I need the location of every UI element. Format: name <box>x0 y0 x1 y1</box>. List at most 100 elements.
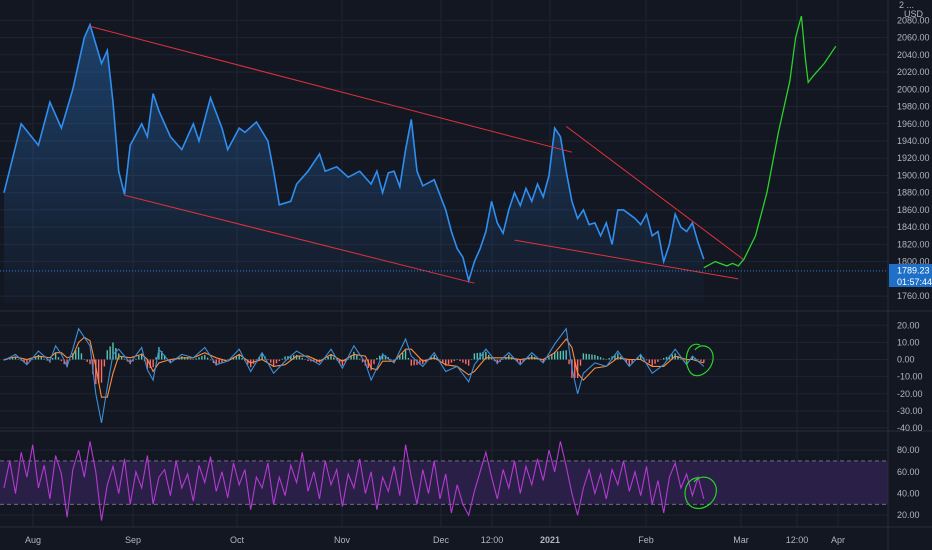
trendlines[interactable] <box>89 25 745 284</box>
histogram-bar <box>333 357 335 360</box>
trendline[interactable] <box>514 239 739 280</box>
histogram-bar <box>476 352 478 360</box>
histogram-bar <box>456 359 458 361</box>
histogram-bar <box>347 358 349 360</box>
rsi-line <box>3 441 705 521</box>
histogram-bar <box>31 359 34 361</box>
histogram-bar <box>43 358 45 360</box>
histogram-bar <box>640 354 642 360</box>
histogram-bar <box>138 356 140 360</box>
histogram-bar <box>381 353 384 360</box>
last-price-tag-box <box>889 264 932 276</box>
histogram-bar <box>516 359 519 362</box>
histogram-bar <box>367 359 369 368</box>
histogram-bar <box>261 353 263 360</box>
rsi-tick-label: 80.00 <box>897 445 920 455</box>
histogram-bar <box>459 359 461 362</box>
histogram-bar <box>599 357 602 360</box>
histogram-bar <box>703 359 705 363</box>
rsi-annotation-circle[interactable] <box>684 476 717 509</box>
last-price-tag-text: 1789.23 <box>897 266 930 276</box>
histogram-bar <box>89 359 91 365</box>
time-axis-labels: Aug Sep Oct Nov Dec 12:00 2021 Feb Mar 12:00 Apr <box>25 535 845 545</box>
histogram-bar <box>482 352 484 360</box>
histogram-bar <box>77 347 80 360</box>
time-tick-label: Sep <box>125 535 141 545</box>
histogram-bar <box>445 359 447 366</box>
histogram-bar <box>597 356 599 360</box>
histogram-bar <box>648 359 651 363</box>
histogram-bar <box>152 359 154 368</box>
histogram-bar <box>617 353 619 360</box>
histogram-bar <box>508 354 510 360</box>
rsi-tick-label: 20.00 <box>897 510 920 520</box>
histogram-bar <box>132 359 134 362</box>
histogram-bar <box>295 354 298 360</box>
histogram-bar <box>163 354 166 360</box>
histogram-bar <box>473 353 476 360</box>
trendline[interactable] <box>565 125 745 261</box>
histogram-bar <box>614 354 616 360</box>
histogram-bar <box>353 351 355 360</box>
histogram-bar <box>304 359 306 361</box>
price-pane[interactable] <box>0 15 888 303</box>
histogram-bar <box>11 357 14 360</box>
histogram-bar <box>384 355 387 360</box>
histogram-bar <box>462 359 464 363</box>
histogram-bar <box>23 359 25 363</box>
histogram-bar <box>588 354 590 360</box>
histogram-bar <box>106 350 108 360</box>
histogram-bar <box>637 357 639 360</box>
trendline[interactable] <box>124 194 475 284</box>
histogram-bar <box>315 359 318 363</box>
histogram-bar <box>155 357 157 360</box>
histogram-bar <box>488 354 490 360</box>
histogram-bar <box>123 358 126 360</box>
histogram-bar <box>393 359 395 362</box>
histogram-bar <box>594 354 596 360</box>
histogram-bar <box>209 359 212 361</box>
histogram-bar <box>267 359 269 361</box>
histogram-bar <box>496 359 499 365</box>
histogram-bar <box>568 359 570 365</box>
price-tick-label: 1880.00 <box>897 188 930 198</box>
histogram-bar <box>551 354 553 360</box>
histogram-bar <box>80 353 83 360</box>
histogram-bar <box>556 351 559 360</box>
histogram-bar <box>356 355 358 360</box>
histogram-bar <box>657 359 659 362</box>
price-line <box>3 22 705 284</box>
price-area-fill <box>4 24 704 303</box>
time-tick-label: Aug <box>25 535 41 545</box>
macd-tick-label: 20.00 <box>897 320 920 330</box>
projection-drawing[interactable] <box>703 15 837 269</box>
histogram-bar <box>298 356 301 360</box>
macd-pane[interactable] <box>3 327 714 424</box>
histogram-bar <box>66 359 68 368</box>
histogram-bar <box>442 359 444 363</box>
histogram-bar <box>201 356 203 360</box>
macd-annotation-circle[interactable] <box>685 343 714 377</box>
histogram-bar <box>465 359 467 365</box>
histogram-bar <box>327 356 329 360</box>
macd-tick-label: 10.00 <box>897 337 920 347</box>
rsi-pane[interactable] <box>0 441 888 521</box>
price-scale[interactable]: 2 ... USD 2080.002060.002040.002020.0020… <box>887 0 932 550</box>
histogram-bar <box>697 359 699 361</box>
histogram-bar <box>379 355 381 360</box>
histogram-bar <box>198 357 200 360</box>
trendline[interactable] <box>89 25 573 153</box>
time-axis[interactable]: Aug Sep Oct Nov Dec 12:00 2021 Feb Mar 12:00 Apr <box>25 535 845 545</box>
histogram-bar <box>361 359 364 363</box>
histogram-bar <box>330 354 332 360</box>
histogram-bar <box>562 350 565 360</box>
price-tick-label: 2060.00 <box>897 33 930 43</box>
price-tick-label: 2080.00 <box>897 15 930 25</box>
histogram-bar <box>574 359 576 379</box>
histogram-bar <box>26 359 28 365</box>
histogram-bar <box>436 357 438 360</box>
histogram-bar <box>439 359 441 361</box>
histogram-bar <box>115 347 117 360</box>
histogram-bar <box>146 359 149 369</box>
